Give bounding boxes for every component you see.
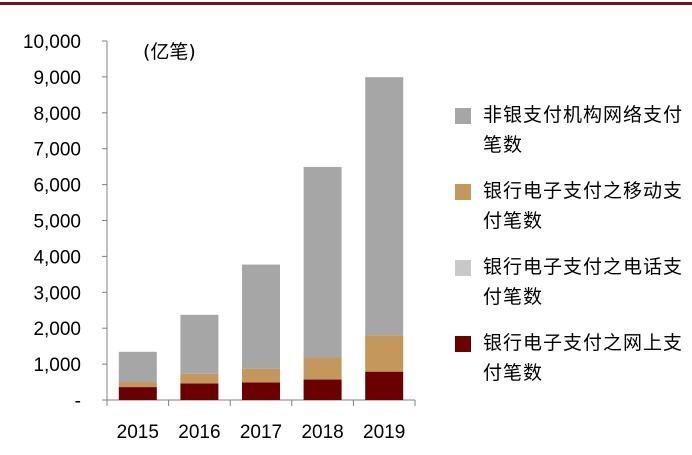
y-tick-label: 2,000 [33, 319, 81, 340]
bar-segment-s3-2018 [303, 166, 342, 358]
bar-segment-s2-2019 [365, 335, 404, 372]
legend-label: 银行电子支付之移动支付笔数 [483, 180, 684, 232]
y-tick-label: 5,000 [33, 212, 81, 233]
legend-item: 非银支付机构网络支付笔数 [455, 100, 690, 160]
legend-label: 银行电子支付之电话支付笔数 [483, 256, 684, 308]
legend-item: 银行电子支付之移动支付笔数 [455, 176, 690, 236]
legend-item: 银行电子支付之电话支付笔数 [455, 252, 690, 312]
bar-segment-s2-2015 [118, 381, 157, 388]
legend-swatch [455, 260, 471, 276]
y-tick-label: - [75, 391, 81, 412]
legend-item: 银行电子支付之网上支付笔数 [455, 328, 690, 388]
bar-segment-s0-2018 [303, 379, 342, 400]
x-tick-label: 2018 [301, 422, 343, 443]
legend-swatch [455, 108, 471, 124]
bar-segment-s2-2018 [303, 357, 342, 380]
bar-segment-s3-2019 [365, 77, 404, 336]
y-tick-label: 1,000 [33, 355, 81, 376]
y-axis: - 1,000 2,000 3,000 4,000 5,000 6,000 7,000 8,00… [23, 32, 108, 412]
x-tick-label: 2017 [240, 422, 282, 443]
legend: 非银支付机构网络支付笔数 银行电子支付之移动支付笔数 银行电子支付之电话支付笔数 银行… [455, 100, 690, 404]
bar-segment-s0-2016 [180, 383, 219, 400]
y-tick-label: 8,000 [33, 104, 81, 125]
y-tick-label: 4,000 [33, 247, 81, 268]
legend-swatch [455, 184, 471, 200]
bar-segment-s0-2017 [242, 382, 280, 400]
x-tick-label: 2016 [178, 422, 220, 443]
bars [118, 77, 404, 400]
y-tick-label: 6,000 [33, 176, 81, 197]
y-tick-label: 7,000 [33, 140, 81, 161]
bar-segment-s3-2015 [118, 351, 157, 382]
x-tick-label: 2015 [117, 422, 159, 443]
bar-segment-s2-2016 [180, 373, 219, 384]
x-tick-label: 2019 [363, 422, 405, 443]
bar-segment-s3-2017 [242, 264, 280, 369]
bar-segment-s3-2016 [180, 314, 219, 374]
unit-label: (亿笔) [143, 41, 196, 63]
y-tick-label: 3,000 [33, 283, 81, 304]
y-tick-label: 10,000 [23, 32, 81, 53]
bar-segment-s2-2017 [242, 368, 280, 383]
bar-segment-s0-2015 [118, 387, 157, 400]
bar-segment-s0-2019 [365, 371, 404, 400]
y-tick-label: 9,000 [33, 68, 81, 89]
legend-label: 非银支付机构网络支付笔数 [483, 104, 684, 156]
legend-swatch [455, 336, 471, 352]
top-rule [0, 2, 692, 5]
legend-label: 银行电子支付之网上支付笔数 [483, 332, 684, 384]
x-axis: 2015 2016 2017 2018 2019 [106, 399, 416, 443]
